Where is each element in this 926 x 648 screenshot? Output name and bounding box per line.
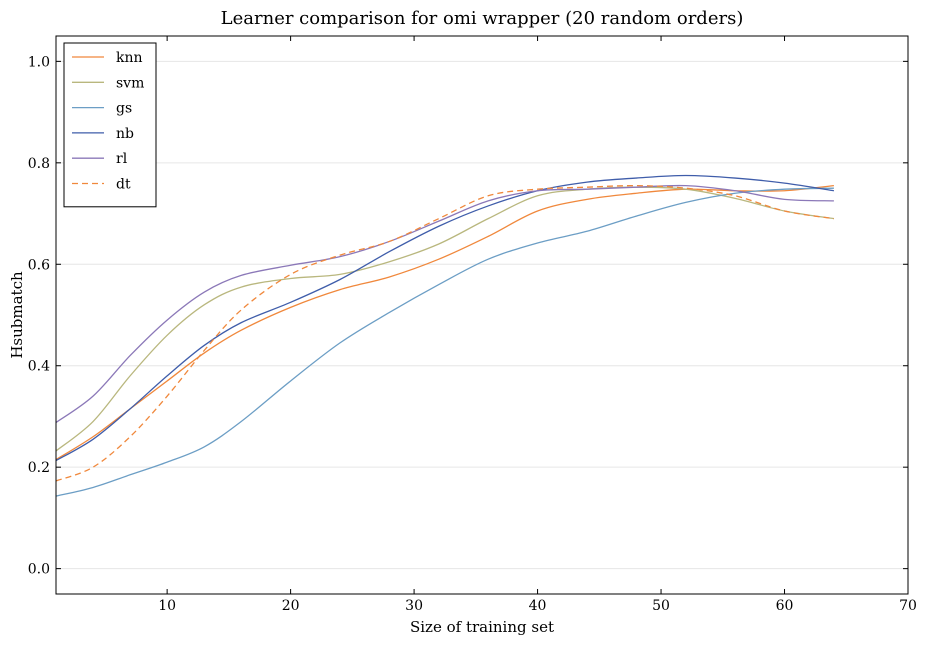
y-tick-label: 0.0 bbox=[28, 562, 50, 578]
x-tick-label: 10 bbox=[158, 598, 176, 614]
legend-label-knn: knn bbox=[116, 50, 143, 66]
series-line-gs bbox=[55, 187, 834, 497]
legend-label-nb: nb bbox=[116, 126, 134, 142]
x-tick-label: 30 bbox=[405, 598, 423, 614]
legend-label-svm: svm bbox=[116, 75, 144, 91]
series-line-svm bbox=[55, 186, 835, 452]
y-tick-label: 1.0 bbox=[28, 54, 50, 70]
legend-label-dt: dt bbox=[116, 177, 131, 193]
x-axis-title: Size of training set bbox=[410, 618, 554, 636]
legend-label-gs: gs bbox=[116, 101, 132, 117]
axis-ticks: 0.0 0.2 0.4 0.6 0.8 1.0 10 20 30 40 50 60 70 bbox=[28, 36, 917, 614]
series-line-nb bbox=[55, 174, 835, 462]
y-axis-title: Hsubmatch bbox=[8, 271, 26, 359]
x-tick-label: 40 bbox=[529, 598, 547, 614]
y-tick-label: 0.4 bbox=[28, 359, 50, 375]
chart-title: Learner comparison for omi wrapper (20 r… bbox=[221, 8, 744, 29]
grid-lines bbox=[56, 60, 908, 570]
series-lines bbox=[55, 174, 835, 497]
x-tick-label: 50 bbox=[652, 598, 670, 614]
legend-label-rl: rl bbox=[116, 151, 128, 167]
y-tick-label: 0.2 bbox=[28, 460, 50, 476]
x-tick-label: 70 bbox=[899, 598, 917, 614]
plot-frame bbox=[55, 35, 909, 595]
legend: knn svm gs nb rl dt bbox=[63, 42, 157, 208]
x-tick-label: 60 bbox=[776, 598, 794, 614]
series-line-knn bbox=[55, 185, 834, 461]
series-line-rl bbox=[55, 184, 834, 424]
y-tick-label: 0.8 bbox=[28, 156, 50, 172]
y-tick-label: 0.6 bbox=[28, 257, 50, 273]
x-tick-label: 20 bbox=[282, 598, 300, 614]
series-line-dt bbox=[55, 184, 835, 482]
legend-box bbox=[63, 42, 157, 208]
